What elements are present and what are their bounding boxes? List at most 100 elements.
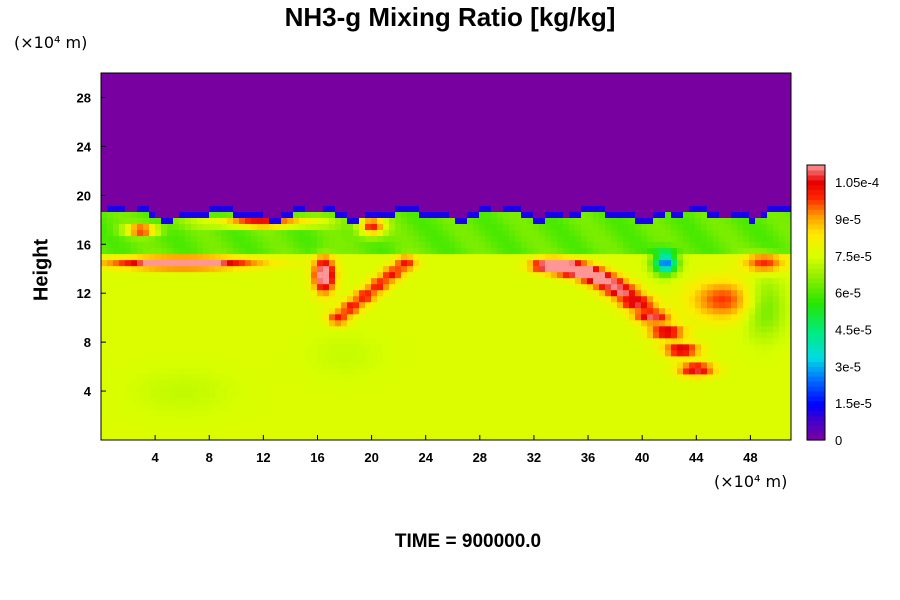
heatmap-cell	[371, 343, 378, 351]
heatmap-cell	[263, 403, 270, 411]
heatmap-cell	[317, 343, 324, 351]
heatmap-cell	[425, 307, 432, 315]
heatmap-cell	[695, 415, 702, 423]
heatmap-cell	[479, 271, 486, 279]
heatmap-cell	[683, 205, 690, 212]
heatmap-cell	[581, 385, 588, 393]
heatmap-cell	[473, 235, 480, 243]
heatmap-cell	[575, 301, 582, 309]
heatmap-cell	[167, 337, 174, 345]
heatmap-cell	[659, 223, 666, 231]
heatmap-cell	[641, 409, 648, 417]
heatmap-cell	[683, 181, 690, 188]
heatmap-cell	[491, 193, 498, 200]
heatmap-cell	[467, 427, 474, 435]
heatmap-cell	[701, 361, 708, 369]
heatmap-cell	[623, 415, 630, 423]
heatmap-cell	[155, 199, 162, 206]
heatmap-cell	[521, 433, 528, 440]
heatmap-cell	[227, 313, 234, 321]
heatmap-cell	[233, 223, 240, 231]
heatmap-cell	[383, 361, 390, 369]
heatmap-cell	[305, 331, 312, 339]
heatmap-cell	[737, 337, 744, 345]
heatmap-cell	[107, 319, 114, 327]
heatmap-cell	[779, 391, 786, 399]
heatmap-cell	[275, 313, 282, 321]
heatmap-cell	[137, 301, 144, 309]
heatmap-cell	[569, 343, 576, 351]
heatmap-cell	[401, 355, 408, 363]
heatmap-cell	[149, 433, 156, 440]
heatmap-cell	[167, 295, 174, 303]
heatmap-cell	[173, 421, 180, 429]
heatmap-cell	[647, 433, 654, 440]
heatmap-cell	[551, 325, 558, 333]
heatmap-cell	[101, 403, 108, 411]
heatmap-cell	[473, 307, 480, 315]
heatmap-cell	[173, 199, 180, 206]
heatmap-cell	[437, 259, 444, 267]
heatmap-cell	[449, 397, 456, 405]
heatmap-cell	[647, 211, 654, 218]
heatmap-cell	[287, 361, 294, 369]
heatmap-cell	[317, 181, 324, 188]
heatmap-cell	[161, 223, 168, 231]
heatmap-cell	[425, 325, 432, 333]
heatmap-cell	[587, 319, 594, 327]
heatmap-cell	[167, 205, 174, 212]
heatmap-cell	[173, 385, 180, 393]
heatmap-cell	[203, 259, 210, 267]
heatmap-cell	[731, 403, 738, 411]
heatmap-cell	[623, 181, 630, 188]
heatmap-cell	[689, 409, 696, 417]
heatmap-cell	[665, 349, 672, 357]
heatmap-cell	[779, 343, 786, 351]
heatmap-cell	[467, 217, 474, 225]
heatmap-cell	[593, 301, 600, 309]
heatmap-cell	[101, 235, 108, 243]
heatmap-cell	[257, 289, 264, 297]
heatmap-cell	[653, 193, 660, 200]
heatmap-cell	[479, 235, 486, 243]
heatmap-cell	[479, 313, 486, 321]
heatmap-cell	[455, 265, 462, 273]
heatmap-cell	[395, 337, 402, 345]
heatmap-cell	[365, 397, 372, 405]
heatmap-cell	[131, 283, 138, 291]
heatmap-cell	[557, 397, 564, 405]
heatmap-cell	[317, 277, 324, 285]
heatmap-cell	[521, 259, 528, 267]
heatmap-cell	[383, 223, 390, 231]
heatmap-cell	[563, 283, 570, 291]
heatmap-cell	[521, 235, 528, 243]
heatmap-cell	[383, 175, 390, 182]
heatmap-cell	[527, 253, 534, 261]
heatmap-cell	[473, 415, 480, 423]
heatmap-cell	[467, 271, 474, 279]
heatmap-cell	[767, 301, 774, 309]
heatmap-cell	[173, 175, 180, 182]
heatmap-cell	[605, 217, 612, 225]
heatmap-cell	[245, 181, 252, 188]
heatmap-cell	[167, 301, 174, 309]
heatmap-cell	[461, 271, 468, 279]
heatmap-cell	[287, 175, 294, 182]
heatmap-cell	[317, 319, 324, 327]
heatmap-cell	[443, 421, 450, 429]
heatmap-cell	[743, 319, 750, 327]
heatmap-cell	[641, 427, 648, 435]
heatmap-cell	[599, 397, 606, 405]
heatmap-cell	[677, 277, 684, 285]
heatmap-cell	[191, 289, 198, 297]
heatmap-cell	[677, 223, 684, 231]
heatmap-cell	[485, 193, 492, 200]
heatmap-cell	[485, 355, 492, 363]
heatmap-cell	[533, 361, 540, 369]
heatmap-cell	[167, 223, 174, 231]
heatmap-cell	[575, 223, 582, 231]
heatmap-cell	[119, 391, 126, 399]
heatmap-cell	[413, 295, 420, 303]
heatmap-cell	[479, 229, 486, 237]
heatmap-cell	[491, 343, 498, 351]
